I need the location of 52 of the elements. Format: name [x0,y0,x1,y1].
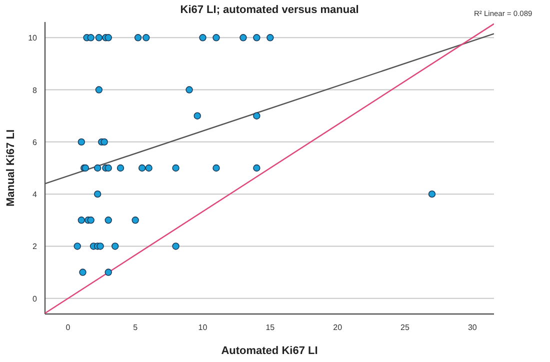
point [87,34,94,42]
point [212,34,220,42]
point [78,216,86,224]
point [199,34,206,42]
x-tick-label: 10 [198,323,208,332]
point [134,34,142,42]
x-axis-title: Automated Ki67 LI [221,345,318,357]
y-tick-label: 6 [32,138,38,147]
point [74,242,81,250]
point [138,164,146,172]
point [104,164,112,172]
point [87,216,94,224]
x-tick-label: 25 [400,323,410,332]
point [104,216,112,224]
point [240,34,247,42]
point [186,86,193,94]
point [253,34,260,42]
point [104,268,112,276]
point [428,190,436,198]
point [100,138,108,146]
point [112,242,119,250]
point [94,164,102,172]
point [266,34,274,42]
x-tick-label: 20 [333,323,343,332]
point [95,86,103,94]
point [116,164,124,172]
point [194,112,201,120]
point [253,164,260,172]
point [172,164,180,172]
point [96,242,104,250]
y-axis-title: Manual Ki67 LI [5,129,17,207]
chart-title: Ki67 LI; automated versus manual [180,4,359,16]
x-tick-label: 15 [266,323,276,332]
y-tick-label: 8 [32,86,38,95]
y-tick-label: 10 [28,34,38,43]
y-tick-label: 4 [32,190,38,200]
point [212,164,220,172]
point [142,34,150,42]
point [95,34,103,42]
point [94,190,102,198]
x-tick-label: 5 [133,323,138,332]
point [78,138,86,146]
point [132,216,139,224]
x-tick-label: 0 [66,323,71,332]
y-tick-label: 0 [32,294,38,304]
x-tick-label: 30 [468,323,478,332]
point [145,164,152,172]
point [172,242,180,250]
y-tick-label: 2 [32,242,38,252]
point [104,34,112,42]
point [253,112,260,120]
point [79,268,86,276]
